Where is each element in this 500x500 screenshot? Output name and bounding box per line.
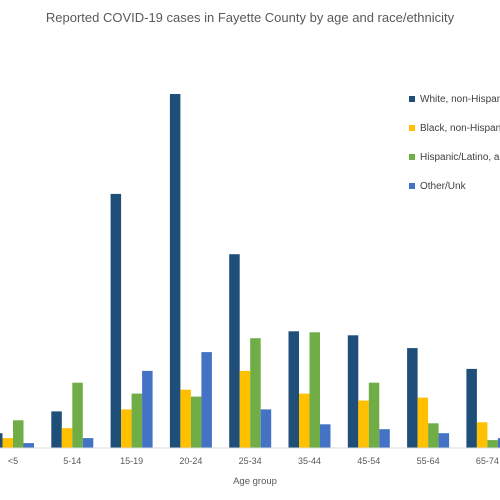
- bar: [2, 438, 13, 448]
- x-tick-label: 25-34: [239, 456, 262, 466]
- x-tick-label: 15-19: [120, 456, 143, 466]
- legend-swatch: [409, 154, 415, 160]
- bar: [51, 411, 62, 448]
- bar: [299, 393, 310, 448]
- legend-label: Black, non-Hispanic: [420, 123, 500, 134]
- bar: [169, 94, 181, 448]
- bar: [190, 396, 202, 448]
- bar: [0, 433, 3, 448]
- bar: [358, 400, 369, 448]
- chart-title: Reported COVID-19 cases in Fayette Count…: [46, 10, 455, 25]
- bar: [407, 348, 418, 448]
- bar: [438, 433, 450, 448]
- bar: [288, 331, 299, 448]
- bar: [417, 397, 429, 448]
- bar: [82, 438, 94, 448]
- bar: [229, 254, 240, 448]
- bar: [428, 423, 439, 448]
- legend: White, non-Hispanic Black, non-Hispanic Hi…: [409, 94, 500, 192]
- bar: [497, 438, 500, 448]
- bar: [320, 424, 331, 448]
- bars-group: [0, 94, 500, 448]
- x-tick-label: 35-44: [298, 456, 321, 466]
- bar: [239, 370, 251, 448]
- bar: [180, 389, 191, 448]
- bar: [250, 338, 261, 448]
- x-tick-label: 5-14: [63, 456, 81, 466]
- bar: [72, 382, 83, 448]
- legend-label: Hispanic/Latino, any race: [420, 152, 500, 163]
- x-tick-label: 20-24: [179, 456, 202, 466]
- x-axis-title: Age group: [233, 476, 277, 487]
- bar: [379, 429, 390, 448]
- legend-swatch: [409, 125, 415, 131]
- legend-label: White, non-Hispanic: [420, 94, 500, 105]
- bar: [260, 409, 272, 448]
- x-tick-label: 55-64: [417, 456, 440, 466]
- legend-swatch: [409, 183, 415, 189]
- bar: [13, 420, 24, 448]
- bar: [131, 393, 143, 448]
- x-tick-label: <5: [8, 456, 18, 466]
- legend-swatch: [409, 96, 415, 102]
- bar: [347, 335, 359, 448]
- bar: [61, 428, 73, 448]
- bar: [110, 193, 122, 448]
- x-tick-labels: <5 5-14 15-19 20-24 25-34 35-44 45-54 55-64 65-7…: [8, 456, 499, 466]
- bar: [23, 443, 34, 448]
- bar: [142, 370, 153, 448]
- x-tick-label: 65-74: [476, 456, 499, 466]
- bar: [487, 440, 498, 448]
- bar: [121, 409, 132, 448]
- bar: [201, 352, 212, 448]
- bar: [368, 382, 380, 448]
- bar: [309, 332, 320, 448]
- x-tick-label: 45-54: [357, 456, 380, 466]
- legend-label: Other/Unk: [420, 181, 467, 192]
- bar: [476, 422, 488, 448]
- bar: [466, 368, 477, 448]
